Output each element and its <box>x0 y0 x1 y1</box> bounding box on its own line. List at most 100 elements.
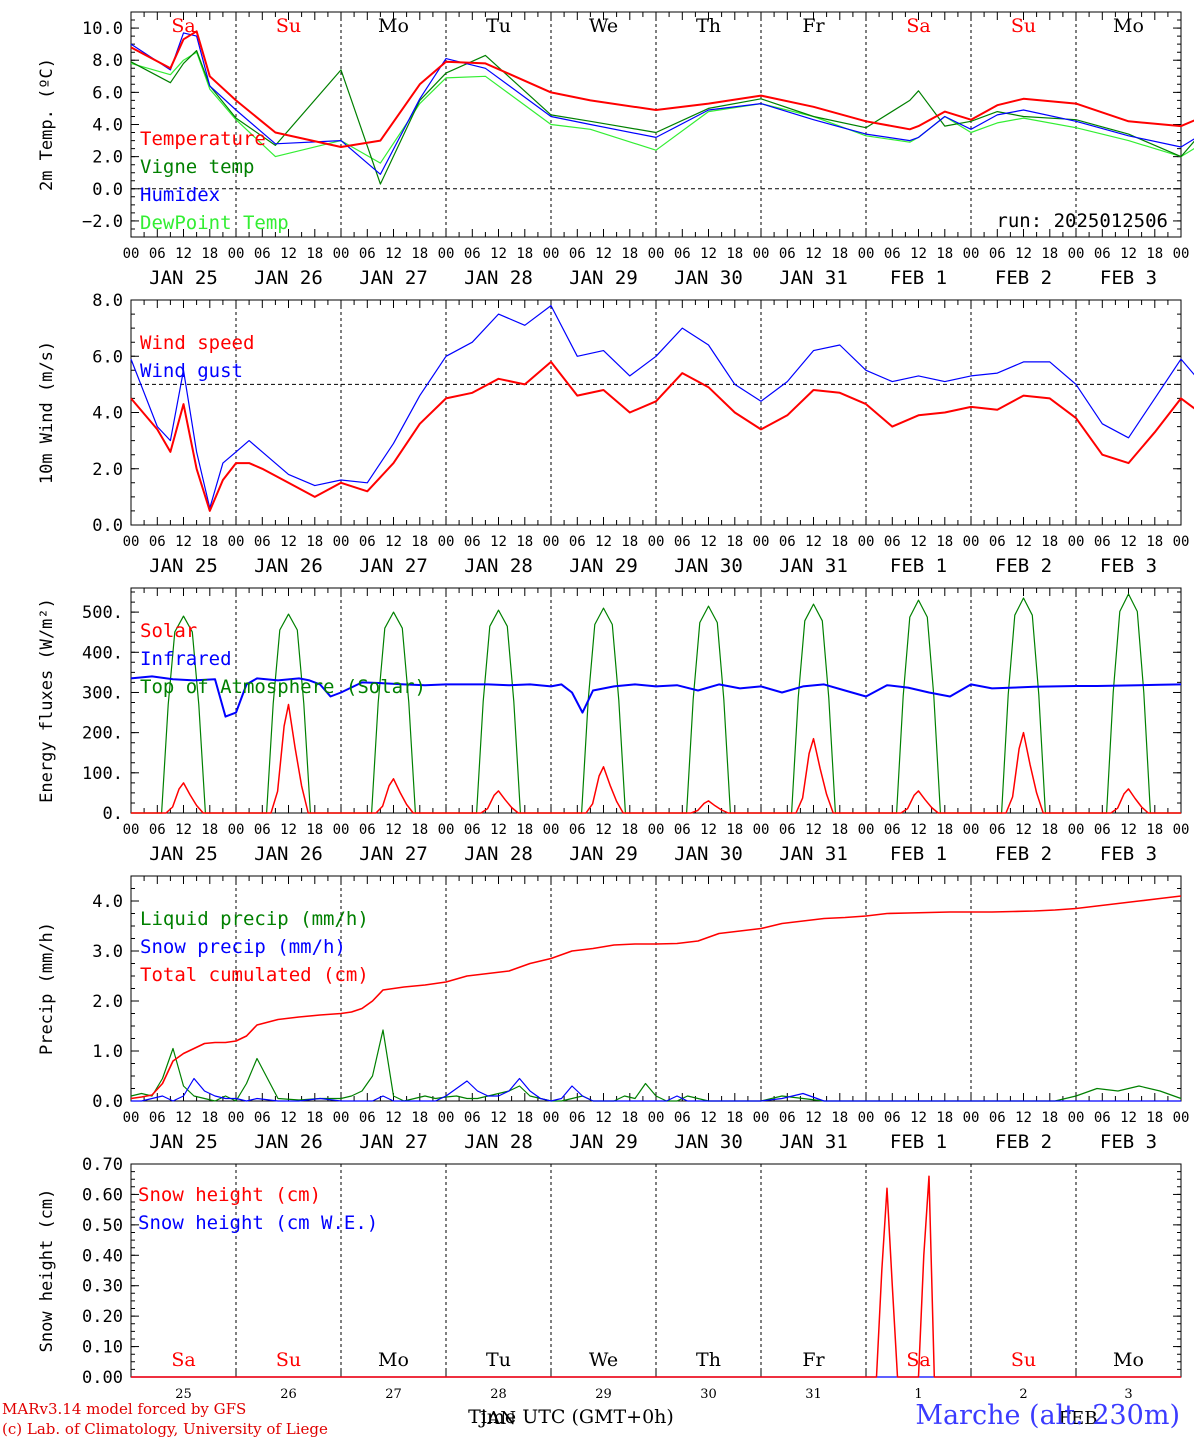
solar-line <box>131 703 1181 814</box>
hour-tick-label: 00 <box>543 534 560 550</box>
hour-tick-label: 18 <box>831 246 848 262</box>
date-label: JAN 26 <box>254 555 323 577</box>
y-tick-label: 100. <box>82 764 123 784</box>
y-tick-label: 3.0 <box>92 942 123 962</box>
date-label: JAN 27 <box>359 843 428 865</box>
hour-tick-label: 00 <box>753 822 770 838</box>
y-tick-label: 2.0 <box>92 148 123 168</box>
series-line-1 <box>130 30 1194 148</box>
hour-tick-label: 06 <box>674 822 691 838</box>
day-number-label: 28 <box>490 1387 507 1402</box>
panel-frame <box>130 299 1182 526</box>
hour-tick-label: 18 <box>936 246 953 262</box>
hour-tick-label: 06 <box>1094 534 1111 550</box>
hour-tick-label: 06 <box>674 1110 691 1126</box>
hour-tick-label: 18 <box>621 1110 638 1126</box>
legend-entry: Wind gust <box>140 360 243 382</box>
date-label: FEB 3 <box>1100 843 1157 865</box>
hour-tick-label: 12 <box>490 822 507 838</box>
hour-tick-label: 18 <box>201 1110 218 1126</box>
hour-tick-label: 06 <box>884 534 901 550</box>
series-line-3 <box>130 32 1194 175</box>
hour-tick-label: 06 <box>1094 822 1111 838</box>
date-label: JAN 29 <box>569 267 638 289</box>
y-tick-label: 400. <box>82 643 123 663</box>
y-tick-label: 6.0 <box>92 347 123 367</box>
hour-tick-label: 00 <box>648 822 665 838</box>
date-label: JAN 31 <box>779 1131 848 1153</box>
hour-tick-label: 00 <box>543 246 560 262</box>
y-tick-label: 0.40 <box>82 1246 123 1266</box>
hour-tick-label: 00 <box>858 822 875 838</box>
date-label: FEB 2 <box>995 267 1052 289</box>
hour-tick-label: 00 <box>858 1110 875 1126</box>
hour-tick-label: 18 <box>516 246 533 262</box>
y-tick-label: 0.50 <box>82 1216 123 1236</box>
hour-tick-label: 18 <box>726 534 743 550</box>
weekday-label: Mo <box>1113 15 1144 37</box>
hour-tick-label: 00 <box>123 822 140 838</box>
hour-tick-label: 00 <box>123 246 140 262</box>
wind-gust-line <box>130 305 1194 509</box>
weekday-label: Su <box>1011 15 1036 37</box>
hour-tick-label: 06 <box>884 1110 901 1126</box>
hour-tick-label: 18 <box>516 534 533 550</box>
hour-tick-label: 00 <box>648 246 665 262</box>
panel-frame <box>130 587 1182 814</box>
hour-tick-label: 18 <box>936 1110 953 1126</box>
date-label: JAN 28 <box>464 843 533 865</box>
hour-tick-label: 12 <box>910 1110 927 1126</box>
hour-tick-label: 12 <box>1015 246 1032 262</box>
total-cumulated-line <box>130 895 1182 1100</box>
y-tick-label: 0.70 <box>82 1155 123 1175</box>
hour-tick-label: 00 <box>1173 246 1190 262</box>
hour-tick-label: 00 <box>333 822 350 838</box>
hour-tick-label: 06 <box>359 246 376 262</box>
hour-tick-label: 12 <box>1120 246 1137 262</box>
hour-tick-label: 00 <box>648 1110 665 1126</box>
hour-tick-label: 00 <box>438 534 455 550</box>
series-line-4 <box>130 51 1194 164</box>
hour-ticks <box>130 300 1182 525</box>
hour-tick-label: 06 <box>989 534 1006 550</box>
weekday-label: Mo <box>378 15 409 37</box>
hour-tick-label: 00 <box>858 534 875 550</box>
date-label: JAN 26 <box>254 267 323 289</box>
weekday-label: Su <box>1011 1349 1036 1371</box>
hour-tick-label: 18 <box>936 822 953 838</box>
hour-tick-label: 12 <box>595 1110 612 1126</box>
hour-tick-label: 00 <box>753 246 770 262</box>
hour-ticks <box>130 12 1182 237</box>
hour-tick-label: 12 <box>910 534 927 550</box>
hour-tick-label: 18 <box>411 534 428 550</box>
hour-tick-label: 18 <box>1146 534 1163 550</box>
date-label: FEB 2 <box>995 1131 1052 1153</box>
hour-tick-label: 06 <box>989 246 1006 262</box>
y-tick-label: 300. <box>82 683 123 703</box>
footer-copyright: (c) Lab. of Climatology, University of L… <box>2 1420 328 1438</box>
hour-tick-label: 12 <box>280 1110 297 1126</box>
hour-tick-label: 00 <box>438 822 455 838</box>
date-label: FEB 1 <box>890 1131 947 1153</box>
hour-tick-label: 06 <box>569 1110 586 1126</box>
hour-tick-label: 06 <box>149 1110 166 1126</box>
station-title: Marche (alt. 230m) <box>915 1400 1180 1431</box>
hour-tick-label: 06 <box>464 822 481 838</box>
snow-height-line <box>131 1175 1181 1378</box>
hour-tick-label: 00 <box>333 246 350 262</box>
y-tick-label: 2.0 <box>92 992 123 1012</box>
hour-tick-label: 06 <box>779 822 796 838</box>
hour-tick-label: 00 <box>1173 822 1190 838</box>
hour-tick-label: 00 <box>123 534 140 550</box>
hour-tick-label: 06 <box>1094 246 1111 262</box>
weekday-label: Mo <box>1113 1349 1144 1371</box>
hour-tick-label: 00 <box>543 822 560 838</box>
y-tick-label: 8.0 <box>92 51 123 71</box>
date-label: JAN 26 <box>254 1131 323 1153</box>
hour-tick-label: 12 <box>385 1110 402 1126</box>
hour-tick-label: 18 <box>1146 1110 1163 1126</box>
date-label: JAN 25 <box>149 843 218 865</box>
hour-tick-label: 06 <box>254 822 271 838</box>
hour-tick-label: 18 <box>1041 534 1058 550</box>
hour-tick-label: 00 <box>963 534 980 550</box>
